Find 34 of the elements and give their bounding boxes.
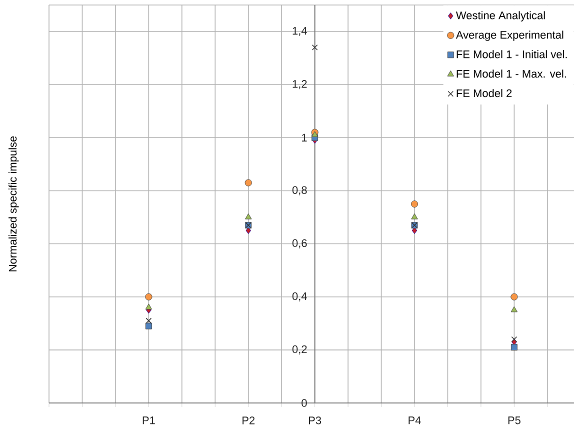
x-tick-label: P3 bbox=[309, 416, 322, 424]
legend-label: FE Model 2 bbox=[456, 89, 512, 98]
point bbox=[145, 322, 152, 330]
point bbox=[510, 293, 518, 300]
y-tick-label: 0,8 bbox=[292, 186, 307, 196]
y-tick-label: 0,6 bbox=[292, 239, 307, 248]
x-tick-label: P5 bbox=[508, 416, 520, 424]
y-tick-label: 1,2 bbox=[292, 80, 307, 90]
point bbox=[510, 306, 518, 312]
point bbox=[411, 213, 418, 220]
x-tick-label: P1 bbox=[142, 416, 155, 424]
legend-label: Westine Analytical bbox=[456, 11, 545, 22]
legend-label: Average Experimental bbox=[456, 30, 564, 41]
point bbox=[510, 344, 518, 351]
x-tick-label: P2 bbox=[242, 416, 255, 424]
point bbox=[246, 227, 251, 234]
point bbox=[511, 336, 518, 342]
y-tick-label: 1 bbox=[302, 134, 307, 142]
point bbox=[410, 200, 418, 208]
point bbox=[145, 293, 152, 300]
y-axis-title: Normalized specific impulse bbox=[8, 136, 19, 272]
point bbox=[146, 318, 152, 324]
x-tick-label: P4 bbox=[408, 416, 421, 424]
legend-label: FE Model 1 - Initial vel. bbox=[456, 50, 567, 58]
point bbox=[245, 213, 252, 220]
legend-label: FE Model 1 - Max. vel. bbox=[456, 70, 566, 78]
point bbox=[312, 44, 318, 50]
y-tick-label: 1,4 bbox=[292, 27, 307, 36]
point bbox=[244, 179, 252, 186]
point bbox=[311, 131, 318, 138]
point bbox=[412, 227, 418, 234]
y-tick-label: 0,4 bbox=[292, 292, 307, 302]
y-tick-label: 0,2 bbox=[292, 345, 307, 354]
point bbox=[145, 304, 152, 310]
